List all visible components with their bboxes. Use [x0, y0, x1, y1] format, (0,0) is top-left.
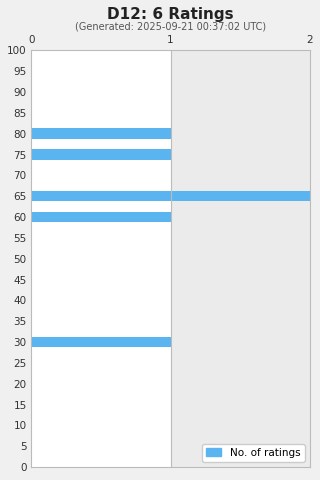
Bar: [171, 50, 310, 467]
Legend: No. of ratings: No. of ratings: [202, 444, 305, 462]
Bar: [31, 149, 171, 160]
Bar: [31, 212, 171, 222]
Bar: [31, 337, 171, 347]
Bar: [31, 191, 310, 202]
X-axis label: (Generated: 2025-09-21 00:37:02 UTC): (Generated: 2025-09-21 00:37:02 UTC): [75, 22, 266, 32]
Bar: [31, 129, 171, 139]
Title: D12: 6 Ratings: D12: 6 Ratings: [107, 7, 234, 22]
